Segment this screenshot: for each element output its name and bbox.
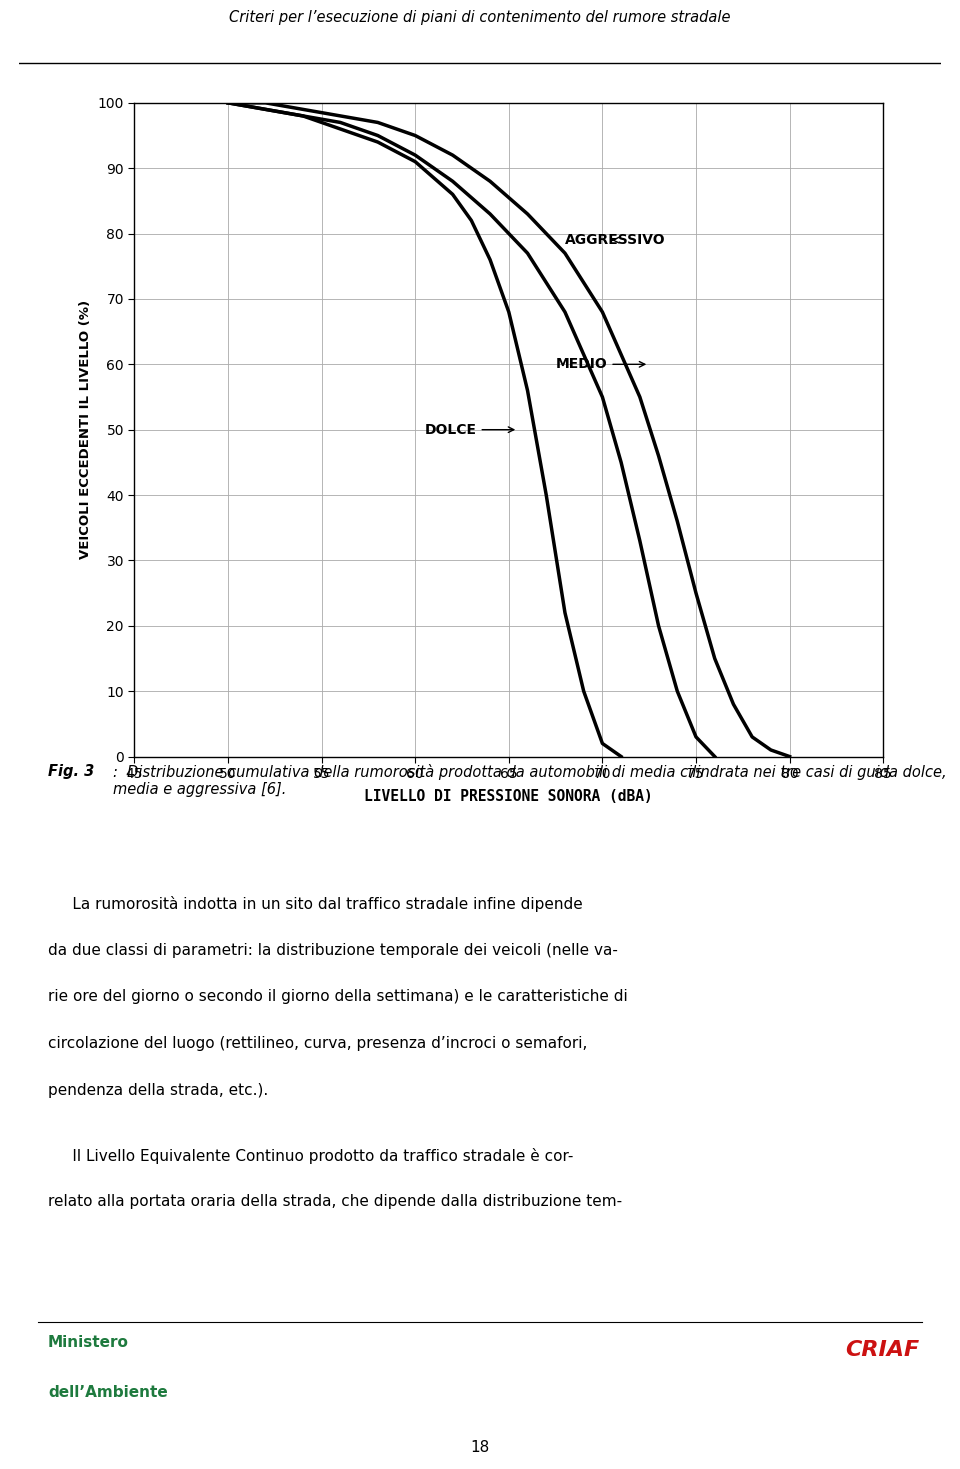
Text: dell’Ambiente: dell’Ambiente bbox=[48, 1384, 168, 1400]
Text: La rumorosità indotta in un sito dal traffico stradale infine dipende: La rumorosità indotta in un sito dal tra… bbox=[48, 896, 583, 912]
Text: Il Livello Equivalente Continuo prodotto da traffico stradale è cor-: Il Livello Equivalente Continuo prodotto… bbox=[48, 1147, 573, 1163]
Text: AGGRESSIVO: AGGRESSIVO bbox=[565, 234, 665, 247]
Text: circolazione del luogo (rettilineo, curva, presenza d’incroci o semafori,: circolazione del luogo (rettilineo, curv… bbox=[48, 1036, 588, 1050]
Y-axis label: VEICOLI ECCEDENTI IL LIVELLO (%): VEICOLI ECCEDENTI IL LIVELLO (%) bbox=[79, 300, 92, 560]
Text: da due classi di parametri: la distribuzione temporale dei veicoli (nelle va-: da due classi di parametri: la distribuz… bbox=[48, 943, 618, 958]
Text: MEDIO: MEDIO bbox=[556, 357, 645, 372]
Text: Ministero: Ministero bbox=[48, 1335, 129, 1350]
X-axis label: LIVELLO DI PRESSIONE SONORA (dBA): LIVELLO DI PRESSIONE SONORA (dBA) bbox=[365, 789, 653, 805]
Text: pendenza della strada, etc.).: pendenza della strada, etc.). bbox=[48, 1083, 268, 1097]
Text: rie ore del giorno o secondo il giorno della settimana) e le caratteristiche di: rie ore del giorno o secondo il giorno d… bbox=[48, 989, 628, 1005]
Text: Fig. 3: Fig. 3 bbox=[48, 764, 94, 779]
Text: relato alla portata oraria della strada, che dipende dalla distribuzione tem-: relato alla portata oraria della strada,… bbox=[48, 1194, 622, 1209]
Text: DOLCE: DOLCE bbox=[424, 423, 514, 436]
Text: :  Distribuzione cumulativa della rumorosità prodotta da automobili di media cil: : Distribuzione cumulativa della rumoros… bbox=[113, 764, 947, 798]
Text: Criteri per l’esecuzione di piani di contenimento del rumore stradale: Criteri per l’esecuzione di piani di con… bbox=[229, 10, 731, 25]
Text: 18: 18 bbox=[470, 1440, 490, 1454]
Text: CRIAF: CRIAF bbox=[845, 1340, 919, 1360]
